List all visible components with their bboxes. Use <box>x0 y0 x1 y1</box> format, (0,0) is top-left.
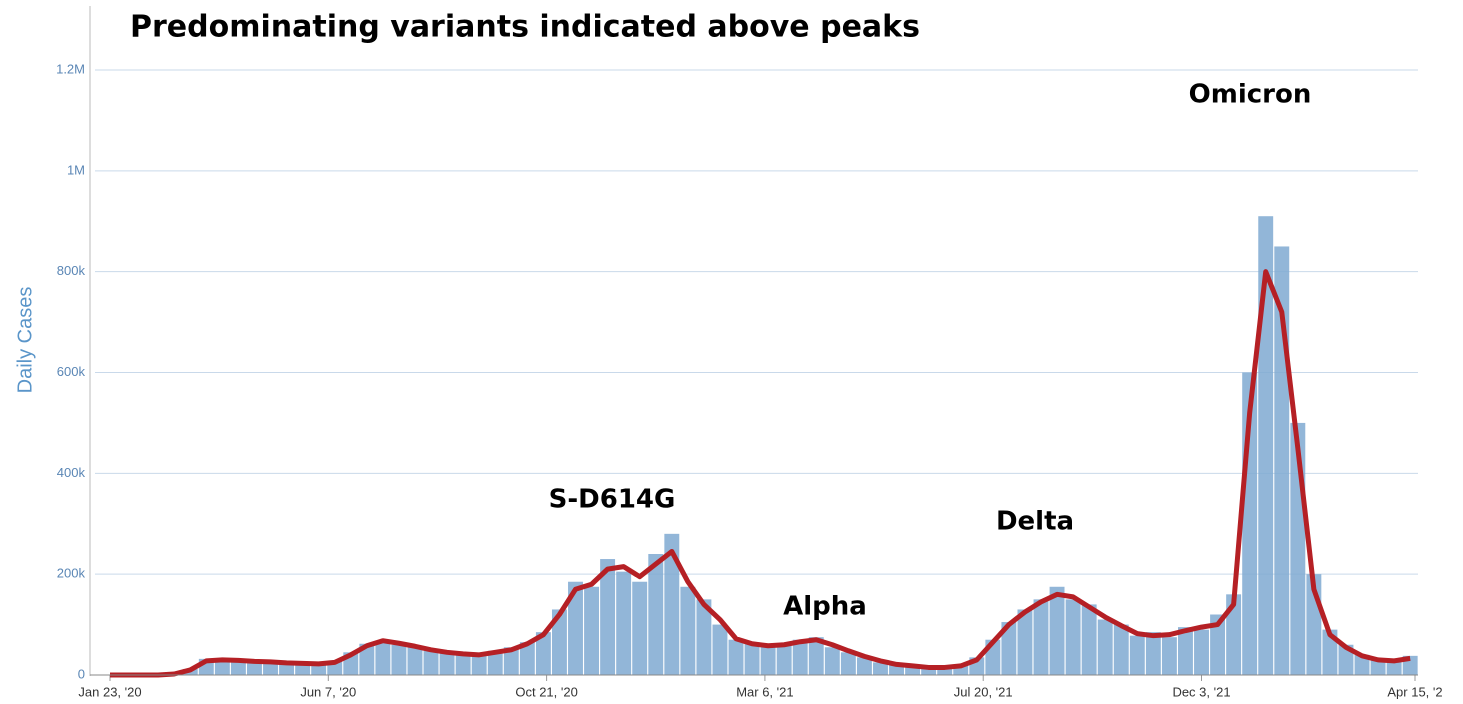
bar <box>889 663 904 675</box>
bar <box>792 639 808 675</box>
x-tick-label: Jun 7, '20 <box>300 684 356 699</box>
bar <box>584 586 600 675</box>
chart-title: Predominating variants indicated above p… <box>130 10 920 45</box>
average-line <box>110 269 1411 678</box>
bar <box>391 644 407 675</box>
bar <box>1258 216 1274 676</box>
bar <box>568 581 583 675</box>
y-tick-label: 0 <box>78 666 85 681</box>
bar <box>214 661 230 675</box>
y-tick-label: 1.2M <box>56 61 85 76</box>
bar <box>1081 604 1097 675</box>
bar <box>1033 599 1049 675</box>
y-tick-label: 800k <box>57 263 86 278</box>
bar <box>760 647 776 675</box>
bar <box>455 654 471 675</box>
bar <box>744 642 760 675</box>
bar <box>1210 614 1226 675</box>
bar <box>519 642 535 675</box>
bar <box>680 586 696 675</box>
bar <box>1097 619 1113 675</box>
bar <box>616 571 632 675</box>
x-tick-label: Oct 21, '20 <box>515 684 577 699</box>
bar <box>873 662 888 675</box>
annotation: Omicron <box>1189 80 1312 110</box>
bar <box>1129 635 1145 675</box>
bar <box>808 637 824 675</box>
annotation: Alpha <box>783 592 867 622</box>
bar <box>712 624 728 675</box>
y-axis-label: Daily Cases <box>14 287 36 394</box>
bar <box>423 650 439 675</box>
bar <box>439 651 455 675</box>
bar <box>921 667 937 675</box>
bar <box>279 663 295 675</box>
annotation: S-D614G <box>549 485 676 515</box>
bar <box>375 641 391 675</box>
bar <box>1113 624 1129 675</box>
bar <box>1145 632 1161 675</box>
bar <box>551 609 567 675</box>
y-tick-label: 1M <box>67 162 85 177</box>
bar <box>471 653 487 675</box>
bar <box>230 659 246 675</box>
bar <box>487 650 503 675</box>
bar <box>1322 629 1338 675</box>
bar <box>953 664 969 675</box>
bar <box>632 581 648 675</box>
bar <box>1065 599 1081 675</box>
bar <box>535 632 551 675</box>
bar <box>728 639 744 675</box>
bar <box>247 662 262 675</box>
bar <box>648 554 664 675</box>
x-tick-label: Dec 3, '21 <box>1172 684 1230 699</box>
x-tick-label: Apr 15, '2 <box>1387 684 1442 699</box>
y-tick-label: 400k <box>57 465 86 480</box>
bar <box>776 643 792 675</box>
bar <box>359 643 375 675</box>
bar <box>1226 594 1242 675</box>
bar <box>1386 659 1402 675</box>
bar <box>1049 586 1065 675</box>
bar <box>407 647 423 675</box>
bar <box>503 647 519 675</box>
bar <box>696 599 712 675</box>
x-tick-label: Mar 6, '21 <box>736 684 793 699</box>
x-tick-label: Jan 23, '20 <box>78 684 141 699</box>
bar <box>937 666 953 675</box>
x-tick-label: Jul 20, '21 <box>954 684 1013 699</box>
bar <box>1001 622 1017 675</box>
bar <box>664 533 680 675</box>
bar <box>1178 627 1193 675</box>
bar <box>1370 658 1386 675</box>
bar <box>1017 609 1033 675</box>
bar <box>1161 637 1177 675</box>
bar <box>311 664 327 675</box>
bar <box>600 559 616 675</box>
annotation: Delta <box>996 507 1074 537</box>
bar <box>905 666 921 675</box>
bar <box>840 652 856 675</box>
y-tick-label: 200k <box>57 566 86 581</box>
bar <box>1338 644 1354 675</box>
y-tick-label: 600k <box>57 364 86 379</box>
bar <box>856 657 872 675</box>
bar <box>1194 629 1209 675</box>
bar <box>1354 654 1370 675</box>
bar <box>824 647 840 675</box>
